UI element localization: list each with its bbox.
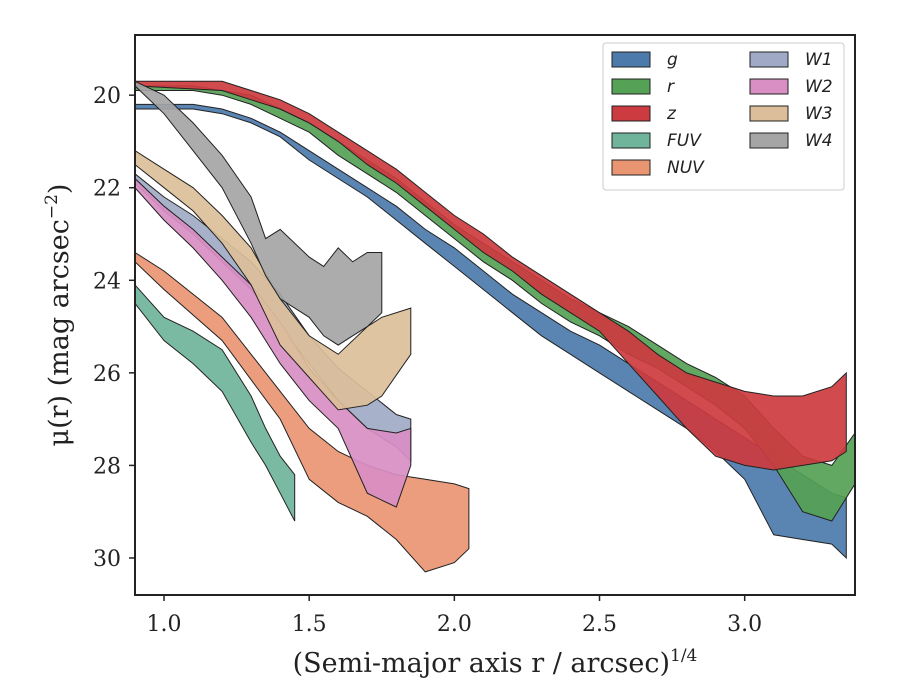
legend-label-w2: W2 [805,77,833,97]
legend-swatch-w1 [749,51,789,68]
legend-swatch-w2 [749,78,789,95]
legend-swatch-fuv [611,132,651,149]
x-tick-label: 1.0 [147,612,182,637]
series-band-w4 [135,80,383,346]
legend-swatch-z [611,105,651,122]
x-tick-label: 2.0 [437,612,472,637]
legend-swatch-g [611,51,651,68]
legend-label-r: r [667,77,675,97]
legend-label-w3: W3 [805,104,833,124]
legend-swatch-r [611,78,651,95]
y-axis-label-main: μ(r) (mag arcsec [44,219,75,446]
series-layer [135,80,855,573]
legend: grz FUV NUV W1 W2 W3 W4 [602,42,845,191]
x-tick-label: 2.5 [582,612,617,637]
legend-label-w1: W1 [805,50,833,70]
legend-swatch-w3 [749,105,789,122]
series-band-g [135,103,847,560]
x-ticks: 1.0 1.5 2.0 2.5 3.0 [147,595,762,637]
y-ticks: 20 22 24 26 28 30 [93,84,135,572]
series-band-z [135,80,847,471]
series-band-fuv [135,284,296,522]
y-tick-label: 24 [93,269,121,294]
legend-label-z: z [666,104,677,124]
series-band-w2 [135,177,412,508]
y-axis-label-tail: ) [44,184,75,195]
plot-frame [134,34,856,596]
legend-label-w4: W4 [805,131,833,151]
y-tick-label: 22 [93,177,121,202]
y-tick-label: 28 [93,454,121,479]
y-tick-label: 30 [93,547,121,572]
legend-label-g: g [667,50,678,70]
x-axis-label: (Semi-major axis r / arcsec)1/4 [293,646,698,679]
x-axis-label-main: (Semi-major axis r / arcsec) [293,648,670,679]
legend-swatch-w4 [749,132,789,149]
y-tick-label: 26 [93,362,121,387]
legend-label-fuv: FUV [667,131,702,151]
x-tick-label: 3.0 [727,612,762,637]
y-tick-label: 20 [93,84,121,109]
y-axis-label-sup: −2 [42,194,62,219]
legend-label-nuv: NUV [667,158,705,178]
x-axis-label-sup: 1/4 [670,646,697,666]
x-tick-label: 1.5 [292,612,327,637]
y-axis-label: μ(r) (mag arcsec−2) [42,184,75,447]
legend-swatch-nuv [611,159,651,176]
series-band-w3 [135,150,412,411]
